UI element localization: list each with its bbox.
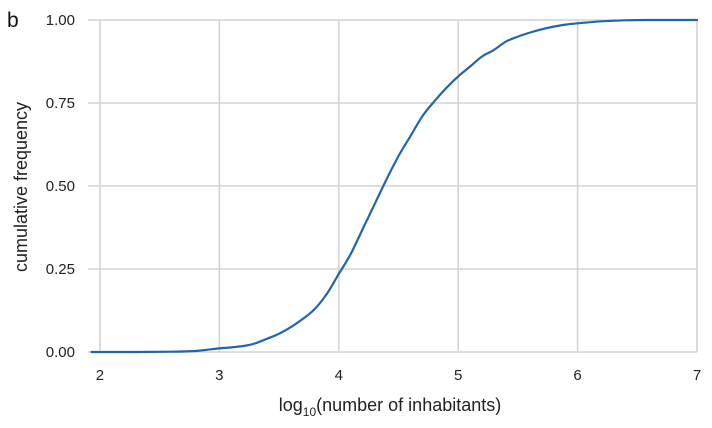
y-tick-label: 0.50 <box>46 178 75 195</box>
y-tick-label: 0.75 <box>46 95 75 112</box>
y-axis-title: cumulative frequency <box>11 102 31 272</box>
x-tick-label: 4 <box>335 367 343 384</box>
y-axis-ticks: 0.00 0.25 0.50 0.75 1.00 <box>46 12 75 361</box>
y-tick-label: 0.25 <box>46 261 75 278</box>
x-tick-label: 7 <box>693 367 701 384</box>
cdf-series-line <box>90 18 699 354</box>
x-tick-label: 5 <box>454 367 462 384</box>
x-axis-ticks: 2 3 4 5 6 7 <box>96 367 701 384</box>
x-tick-label: 2 <box>96 367 104 384</box>
x-axis-title-subscript: 10 <box>303 405 317 419</box>
x-tick-label: 6 <box>573 367 581 384</box>
grid-lines <box>88 19 698 353</box>
panel-label: b <box>7 9 19 32</box>
x-axis-title: log10(number of inhabitants) <box>279 395 502 419</box>
y-tick-label: 0.00 <box>46 344 75 361</box>
x-tick-label: 3 <box>215 367 223 384</box>
x-axis-title-main: log <box>279 395 303 415</box>
y-tick-label: 1.00 <box>46 12 75 29</box>
x-axis-title-rest: (number of inhabitants) <box>316 395 501 415</box>
